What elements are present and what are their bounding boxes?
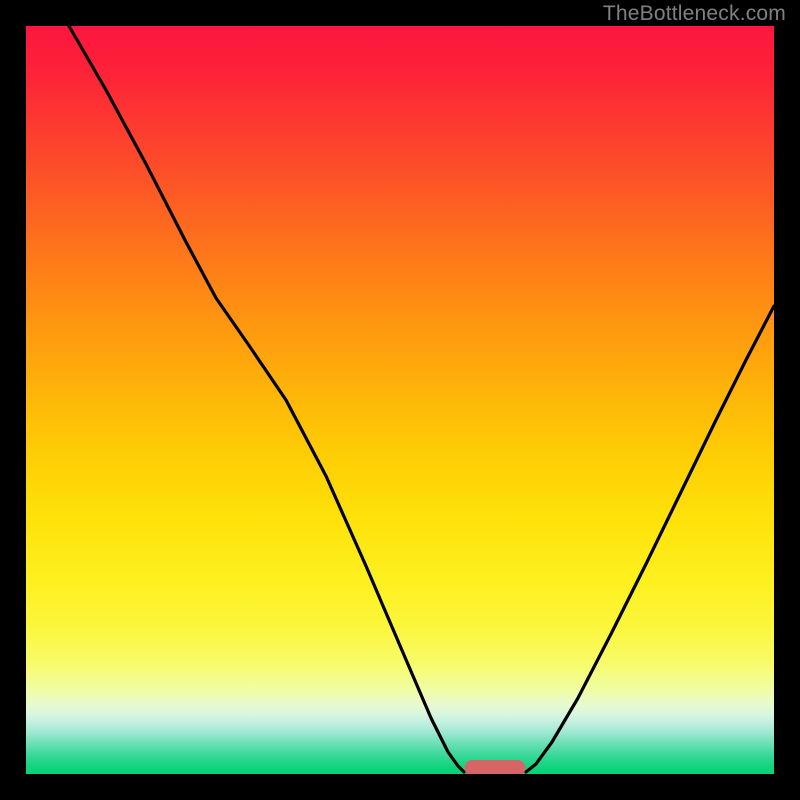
- plot-area: [26, 26, 774, 774]
- sweet-spot-marker: [465, 761, 525, 775]
- source-watermark: TheBottleneck.com: [603, 2, 786, 26]
- bottleneck-curve: [26, 26, 774, 774]
- curve-left-branch: [69, 26, 464, 772]
- chart-frame: TheBottleneck.com: [0, 0, 800, 800]
- curve-right-branch: [526, 306, 774, 772]
